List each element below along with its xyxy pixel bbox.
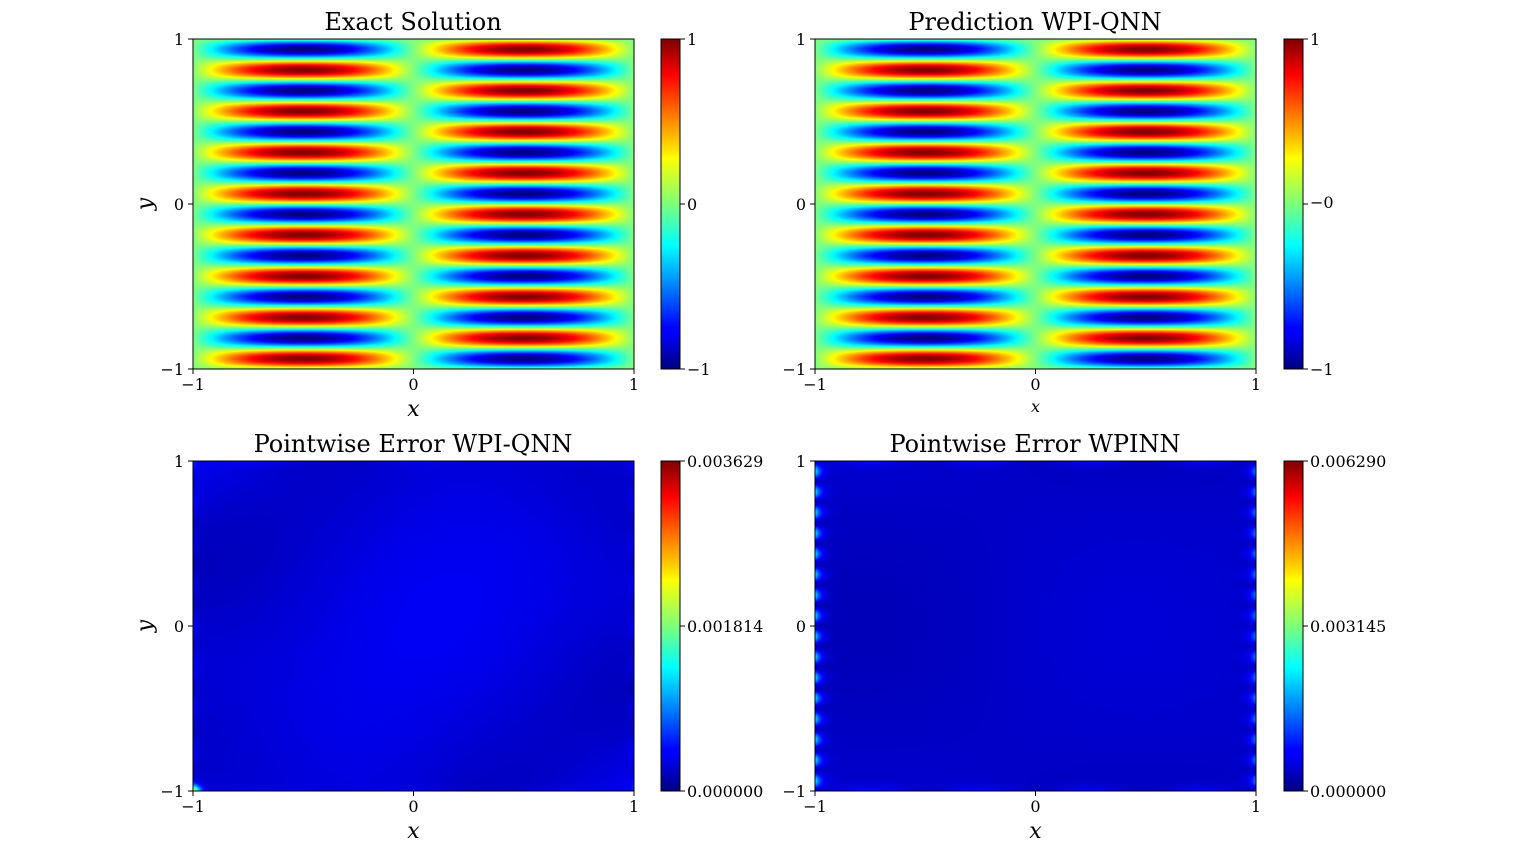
- y-axis-label: y: [133, 619, 158, 633]
- colorbar-tick-label: −1: [687, 360, 711, 379]
- x-tick-label: −1: [803, 375, 827, 394]
- colorbar-gradient: [660, 38, 681, 370]
- colorbar: 0.006290 0.003145 0.000000: [1283, 452, 1386, 801]
- y-tick-label: 1: [796, 452, 806, 471]
- y-tick-label: 0: [796, 617, 806, 636]
- y-axis-label: y: [133, 197, 158, 211]
- x-axis-label: x: [407, 397, 420, 422]
- colorbar-tick-label: 0.001814: [687, 617, 763, 636]
- y-axis: 1 0 −1 y: [133, 30, 193, 379]
- heatmap-image: [193, 39, 634, 369]
- colorbar-tick-label: 0.000000: [1310, 782, 1386, 801]
- y-tick-label: 0: [174, 195, 184, 214]
- colorbar: 1 0 −1: [660, 30, 711, 379]
- colorbar: 0.003629 0.001814 0.000000: [660, 452, 763, 801]
- colorbar-tick-label: 0: [687, 195, 697, 214]
- panel-error-wpi-qnn: Pointwise Error WPI-QNN −1 0 1 x 1 0 −1 …: [133, 430, 763, 844]
- colorbar-tick-label: 0.003145: [1310, 617, 1386, 636]
- y-tick-label: 1: [174, 30, 184, 49]
- panel-exact-solution: Exact Solution −1 0 1 x 1 0 −1 y 1: [133, 8, 711, 422]
- colorbar-gradient: [1283, 38, 1304, 370]
- heatmap-image: [815, 461, 1256, 791]
- x-tick-label: 1: [1251, 797, 1261, 816]
- x-axis-label: x: [1029, 819, 1042, 844]
- x-tick-label: 1: [629, 797, 639, 816]
- x-axis-label: x: [407, 819, 420, 844]
- colorbar-gradient: [1283, 460, 1304, 792]
- y-axis: 1 0 −1 y: [133, 452, 193, 801]
- colorbar-tick-label: 0.006290: [1310, 452, 1386, 471]
- x-tick-label: 1: [1251, 375, 1261, 394]
- y-tick-label: −1: [160, 782, 184, 801]
- x-tick-label: −1: [181, 375, 205, 394]
- x-tick-label: 0: [1030, 375, 1040, 394]
- y-tick-label: 1: [796, 30, 806, 49]
- panel-title: Exact Solution: [324, 8, 501, 36]
- colorbar-tick-label: 1: [1310, 30, 1320, 49]
- y-tick-label: 0: [174, 617, 184, 636]
- x-axis: −1 0 1 x: [181, 369, 639, 422]
- x-tick-label: 0: [408, 375, 418, 394]
- y-axis: 1 0 −1: [782, 30, 815, 379]
- panel-title: Pointwise Error WPINN: [889, 430, 1180, 458]
- y-axis: 1 0 −1: [782, 452, 815, 801]
- colorbar-gradient: [660, 460, 681, 792]
- y-tick-label: −1: [160, 360, 184, 379]
- x-tick-label: 1: [629, 375, 639, 394]
- heatmap-image: [815, 39, 1256, 369]
- heatmap-image: [193, 461, 634, 791]
- panel-prediction-wpi-qnn: Prediction WPI-QNN −1 0 1 x 1 0 −1 1 −0: [782, 8, 1333, 416]
- y-tick-label: −1: [782, 360, 806, 379]
- panel-title: Pointwise Error WPI-QNN: [254, 430, 573, 458]
- y-tick-label: −1: [782, 782, 806, 801]
- x-tick-label: 0: [1030, 797, 1040, 816]
- colorbar-tick-label: 0.000000: [687, 782, 763, 801]
- colorbar: 1 −0 −1: [1283, 30, 1334, 379]
- panel-title: Prediction WPI-QNN: [908, 8, 1161, 36]
- y-tick-label: 1: [174, 452, 184, 471]
- colorbar-tick-label: −1: [1310, 360, 1334, 379]
- x-tick-label: −1: [803, 797, 827, 816]
- colorbar-tick-label: −0: [1310, 193, 1334, 212]
- x-tick-label: 0: [408, 797, 418, 816]
- colorbar-tick-label: 1: [687, 30, 697, 49]
- panel-error-wpinn: Pointwise Error WPINN −1 0 1 x 1 0 −1 0.…: [782, 430, 1386, 844]
- colorbar-tick-label: 0.003629: [687, 452, 763, 471]
- x-axis: −1 0 1 x: [181, 791, 639, 844]
- x-axis: −1 0 1 x: [803, 369, 1261, 416]
- y-tick-label: 0: [796, 195, 806, 214]
- x-axis-label: x: [1031, 397, 1040, 416]
- x-axis: −1 0 1 x: [803, 791, 1261, 844]
- x-tick-label: −1: [181, 797, 205, 816]
